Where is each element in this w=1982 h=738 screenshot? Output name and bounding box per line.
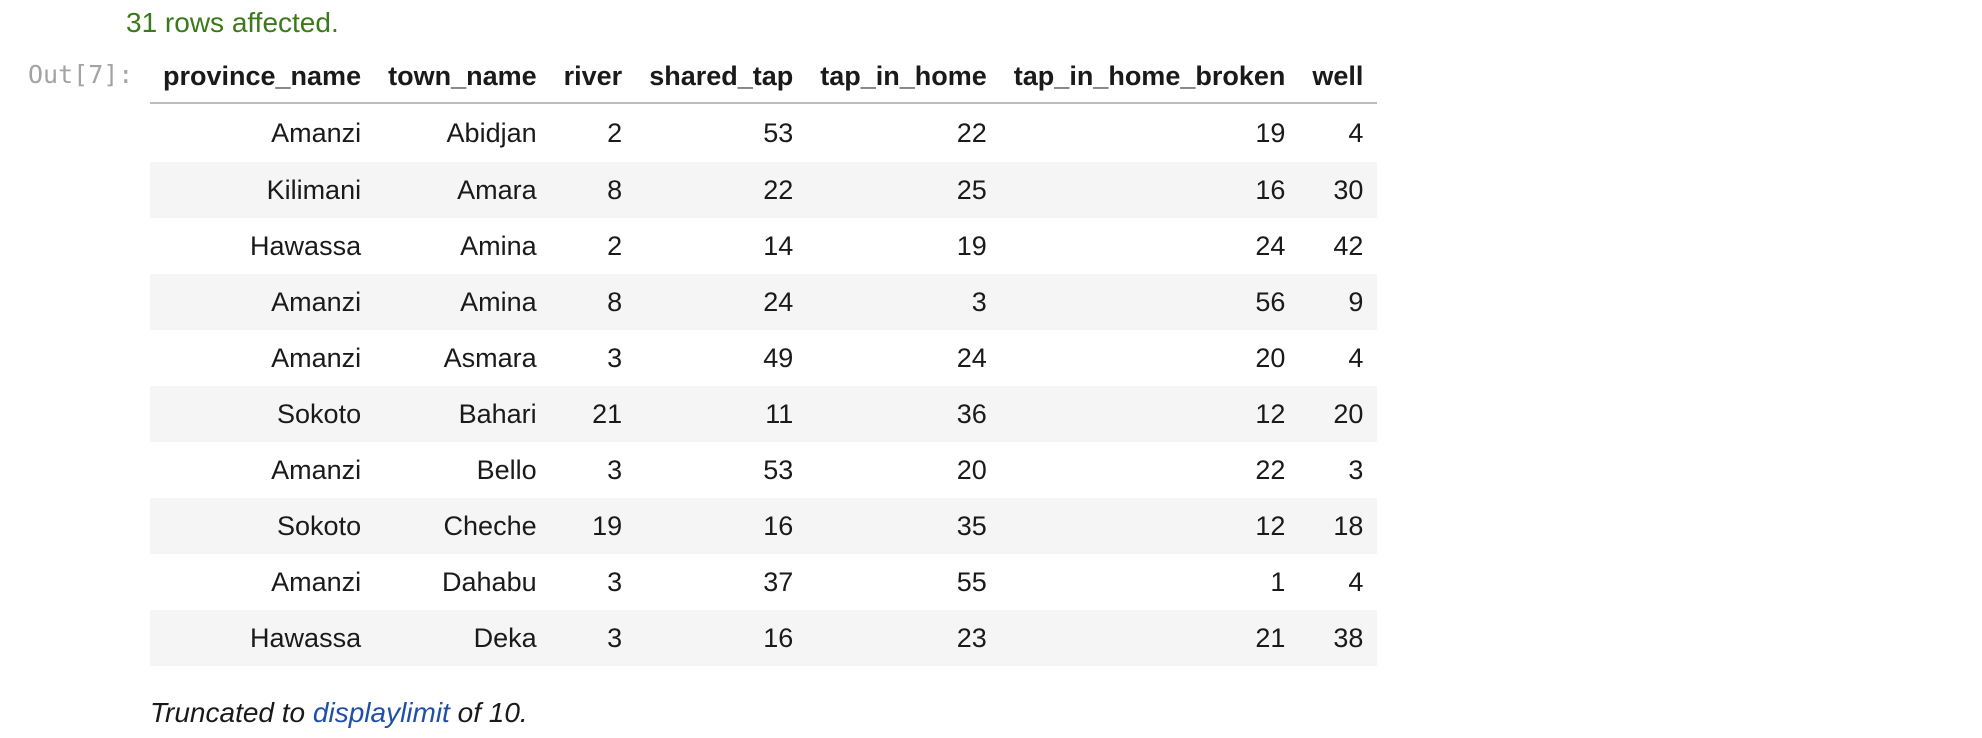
cell-province-name: Hawassa (250, 230, 362, 261)
cell-well: 20 (1299, 386, 1378, 442)
cell-tap-in-home-broken: 21 (1000, 610, 1300, 666)
column-header-tap-in-home: tap_in_home (807, 50, 1001, 104)
cell-well: 9 (1299, 274, 1378, 330)
table-row: Amanzi Amina 8 24 3 56 9 (150, 274, 1378, 330)
cell-town-name: Deka (375, 610, 551, 666)
cell-town-name: Bello (476, 454, 537, 485)
cell-river: 3 (607, 454, 623, 485)
table-header-row: province_name town_name river shared_tap… (150, 50, 1378, 104)
cell-shared-tap: 37 (763, 566, 794, 597)
cell-shared-tap: 14 (763, 230, 794, 261)
cell-tap-in-home: 24 (956, 342, 987, 373)
cell-province-name: Sokoto (150, 386, 376, 442)
cell-well: 30 (1299, 162, 1378, 218)
cell-shared-tap: 24 (636, 274, 808, 330)
cell-tap-in-home-broken: 12 (1000, 386, 1300, 442)
result-table: province_name town_name river shared_tap… (150, 50, 1378, 666)
cell-river: 3 (607, 342, 623, 373)
cell-town-name: Bahari (375, 386, 551, 442)
cell-province-name: Sokoto (150, 498, 376, 554)
cell-tap-in-home-broken: 16 (1000, 162, 1300, 218)
cell-tap-in-home-broken: 19 (1255, 117, 1286, 148)
column-header-shared-tap: shared_tap (636, 50, 808, 104)
truncation-note-suffix: of 10. (449, 697, 528, 728)
cell-province-name: Amanzi (150, 274, 376, 330)
cell-town-name: Abidjan (446, 117, 537, 148)
table-row: Amanzi Dahabu 3 37 55 1 4 (150, 554, 1377, 610)
cell-river: 3 (550, 610, 637, 666)
cell-well: 3 (1348, 454, 1364, 485)
cell-tap-in-home-broken: 56 (1000, 274, 1300, 330)
cell-province-name: Amanzi (271, 454, 362, 485)
cell-tap-in-home-broken: 20 (1255, 342, 1286, 373)
cell-province-name: Amanzi (271, 566, 362, 597)
table-row: Hawassa Deka 3 16 23 21 38 (150, 610, 1378, 666)
cell-town-name: Asmara (443, 342, 537, 373)
result-table-container: province_name town_name river shared_tap… (150, 50, 1378, 666)
cell-river: 8 (550, 274, 637, 330)
cell-tap-in-home: 20 (956, 454, 987, 485)
cell-shared-tap: 16 (636, 498, 808, 554)
cell-well: 4 (1348, 117, 1364, 148)
cell-tap-in-home: 3 (807, 274, 1001, 330)
cell-town-name: Cheche (375, 498, 551, 554)
column-header-well: well (1299, 50, 1378, 104)
cell-river: 21 (550, 386, 637, 442)
cell-tap-in-home-broken: 22 (1255, 454, 1286, 485)
cell-well: 4 (1348, 342, 1364, 373)
table-row: Amanzi Asmara 3 49 24 20 4 (150, 330, 1377, 386)
cell-tap-in-home-broken: 1 (1270, 566, 1286, 597)
cell-well: 38 (1299, 610, 1378, 666)
cell-tap-in-home-broken: 12 (1000, 498, 1300, 554)
cell-shared-tap: 11 (636, 386, 808, 442)
cell-province-name: Amanzi (271, 342, 362, 373)
cell-town-name: Amara (375, 162, 551, 218)
cell-tap-in-home: 19 (956, 230, 987, 261)
table-row: Sokoto Cheche 19 16 35 12 18 (150, 498, 1378, 554)
cell-shared-tap: 22 (636, 162, 808, 218)
cell-province-name: Hawassa (150, 610, 376, 666)
cell-tap-in-home: 55 (956, 566, 987, 597)
column-header-river: river (550, 50, 637, 104)
table-row: Amanzi Bello 3 53 20 22 3 (150, 442, 1377, 498)
column-header-tap-in-home-broken: tap_in_home_broken (1000, 50, 1300, 104)
cell-shared-tap: 53 (763, 454, 794, 485)
cell-river: 3 (607, 566, 623, 597)
column-header-town-name: town_name (375, 50, 551, 104)
table-row: Hawassa Amina 2 14 19 24 42 (150, 218, 1377, 274)
cell-well: 4 (1348, 566, 1364, 597)
truncation-note: Truncated to displaylimit of 10. (150, 696, 528, 730)
cell-shared-tap: 53 (763, 117, 794, 148)
cell-tap-in-home: 36 (807, 386, 1001, 442)
table-row: Amanzi Abidjan 2 53 22 19 4 (150, 103, 1377, 162)
cell-well: 18 (1299, 498, 1378, 554)
cell-river: 8 (550, 162, 637, 218)
cell-province-name: Amanzi (271, 117, 362, 148)
cell-river: 2 (607, 230, 623, 261)
cell-town-name: Dahabu (442, 566, 537, 597)
cell-well: 42 (1333, 230, 1364, 261)
displaylimit-link[interactable]: displaylimit (312, 697, 450, 728)
cell-shared-tap: 49 (763, 342, 794, 373)
output-prompt: Out[7]: (28, 60, 134, 89)
cell-tap-in-home-broken: 24 (1255, 230, 1286, 261)
cell-town-name: Amina (460, 230, 537, 261)
cell-tap-in-home: 35 (807, 498, 1001, 554)
cell-province-name: Kilimani (150, 162, 376, 218)
cell-river: 19 (550, 498, 637, 554)
cell-tap-in-home: 23 (807, 610, 1001, 666)
cell-town-name: Amina (375, 274, 551, 330)
column-header-province-name: province_name (150, 50, 376, 104)
truncation-note-prefix: Truncated to (150, 697, 313, 728)
cell-shared-tap: 16 (636, 610, 808, 666)
cell-river: 2 (607, 117, 623, 148)
cell-tap-in-home: 25 (807, 162, 1001, 218)
table-row: Sokoto Bahari 21 11 36 12 20 (150, 386, 1378, 442)
rows-affected-message: 31 rows affected. (126, 7, 339, 38)
cell-tap-in-home: 22 (956, 117, 987, 148)
table-row: Kilimani Amara 8 22 25 16 30 (150, 162, 1378, 218)
